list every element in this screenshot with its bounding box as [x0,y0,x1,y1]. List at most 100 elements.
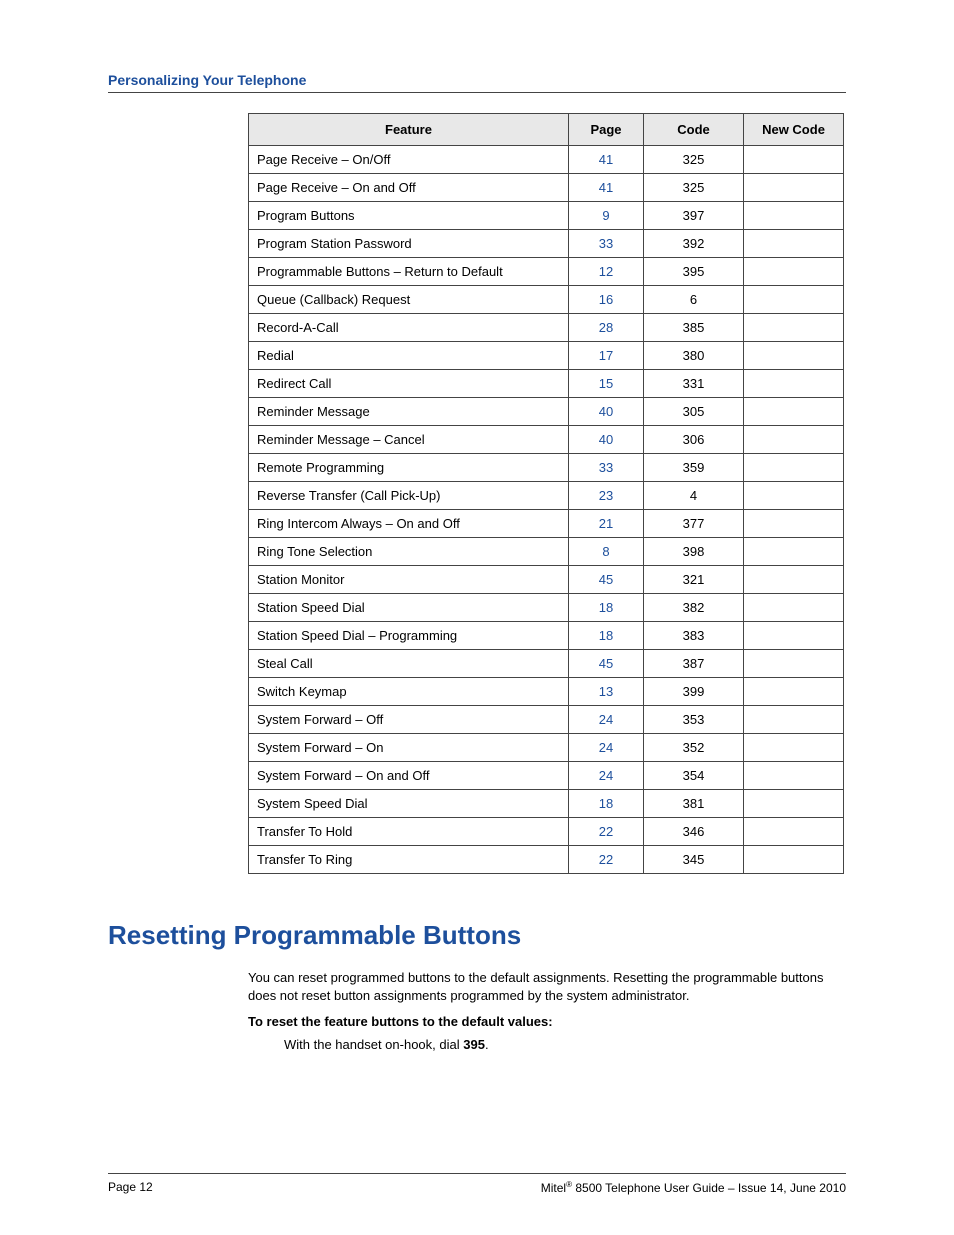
th-newcode: New Code [744,114,844,146]
cell-feature: Transfer To Ring [249,846,569,874]
th-code: Code [644,114,744,146]
footer-rest: 8500 Telephone User Guide – Issue 14, Ju… [572,1181,846,1195]
cell-page-link[interactable]: 41 [569,146,644,174]
cell-code: 359 [644,454,744,482]
table-row: Ring Tone Selection8398 [249,538,844,566]
table-row: Record-A-Call28385 [249,314,844,342]
cell-feature: Transfer To Hold [249,818,569,846]
th-page: Page [569,114,644,146]
cell-page-link[interactable]: 28 [569,314,644,342]
step-suffix: . [485,1037,489,1052]
cell-code: 353 [644,706,744,734]
cell-feature: Queue (Callback) Request [249,286,569,314]
cell-newcode [744,650,844,678]
cell-newcode [744,398,844,426]
cell-feature: Page Receive – On and Off [249,174,569,202]
cell-feature: Page Receive – On/Off [249,146,569,174]
cell-page-link[interactable]: 22 [569,818,644,846]
cell-code: 6 [644,286,744,314]
cell-newcode [744,342,844,370]
section-heading: Resetting Programmable Buttons [108,920,846,951]
cell-feature: Switch Keymap [249,678,569,706]
cell-page-link[interactable]: 12 [569,258,644,286]
footer-page-number: Page 12 [108,1180,153,1195]
table-row: Programmable Buttons – Return to Default… [249,258,844,286]
cell-page-link[interactable]: 17 [569,342,644,370]
cell-newcode [744,622,844,650]
cell-feature: System Forward – Off [249,706,569,734]
cell-code: 395 [644,258,744,286]
cell-code: 382 [644,594,744,622]
cell-feature: Record-A-Call [249,314,569,342]
cell-feature: Redial [249,342,569,370]
table-row: System Speed Dial18381 [249,790,844,818]
cell-newcode [744,286,844,314]
cell-page-link[interactable]: 21 [569,510,644,538]
cell-code: 345 [644,846,744,874]
cell-page-link[interactable]: 22 [569,846,644,874]
cell-code: 321 [644,566,744,594]
table-row: Reverse Transfer (Call Pick-Up)234 [249,482,844,510]
cell-page-link[interactable]: 33 [569,230,644,258]
cell-newcode [744,762,844,790]
table-row: Ring Intercom Always – On and Off21377 [249,510,844,538]
table-row: Station Speed Dial – Programming18383 [249,622,844,650]
cell-feature: Ring Tone Selection [249,538,569,566]
cell-page-link[interactable]: 15 [569,370,644,398]
step-code: 395 [463,1037,485,1052]
cell-page-link[interactable]: 23 [569,482,644,510]
cell-code: 387 [644,650,744,678]
section-intro: You can reset programmed buttons to the … [248,969,846,1004]
feature-codes-table: Feature Page Code New Code Page Receive … [248,113,844,874]
page-footer: Page 12 Mitel® 8500 Telephone User Guide… [108,1173,846,1195]
cell-code: 383 [644,622,744,650]
page-header: Personalizing Your Telephone [108,72,846,93]
cell-code: 306 [644,426,744,454]
table-row: System Forward – On and Off24354 [249,762,844,790]
cell-newcode [744,454,844,482]
cell-newcode [744,258,844,286]
cell-newcode [744,230,844,258]
cell-page-link[interactable]: 13 [569,678,644,706]
cell-feature: Remote Programming [249,454,569,482]
table-row: Transfer To Ring22345 [249,846,844,874]
cell-page-link[interactable]: 45 [569,650,644,678]
cell-page-link[interactable]: 33 [569,454,644,482]
cell-newcode [744,678,844,706]
cell-page-link[interactable]: 18 [569,790,644,818]
cell-newcode [744,174,844,202]
cell-page-link[interactable]: 24 [569,706,644,734]
cell-code: 325 [644,174,744,202]
cell-feature: System Forward – On [249,734,569,762]
cell-code: 380 [644,342,744,370]
cell-page-link[interactable]: 16 [569,286,644,314]
cell-newcode [744,818,844,846]
cell-feature: Steal Call [249,650,569,678]
cell-feature: Station Speed Dial – Programming [249,622,569,650]
cell-page-link[interactable]: 24 [569,762,644,790]
cell-feature: Reminder Message [249,398,569,426]
cell-page-link[interactable]: 9 [569,202,644,230]
cell-newcode [744,790,844,818]
cell-feature: Programmable Buttons – Return to Default [249,258,569,286]
table-row: Station Monitor45321 [249,566,844,594]
table-row: Reminder Message40305 [249,398,844,426]
cell-page-link[interactable]: 24 [569,734,644,762]
cell-page-link[interactable]: 40 [569,398,644,426]
cell-page-link[interactable]: 41 [569,174,644,202]
cell-newcode [744,510,844,538]
cell-newcode [744,314,844,342]
cell-page-link[interactable]: 18 [569,622,644,650]
cell-page-link[interactable]: 18 [569,594,644,622]
cell-page-link[interactable]: 45 [569,566,644,594]
table-row: Switch Keymap13399 [249,678,844,706]
table-row: System Forward – On24352 [249,734,844,762]
cell-newcode [744,202,844,230]
cell-page-link[interactable]: 8 [569,538,644,566]
table-row: Redirect Call15331 [249,370,844,398]
procedure-label: To reset the feature buttons to the defa… [248,1014,846,1029]
cell-feature: Program Station Password [249,230,569,258]
cell-code: 4 [644,482,744,510]
table-row: Remote Programming33359 [249,454,844,482]
cell-page-link[interactable]: 40 [569,426,644,454]
